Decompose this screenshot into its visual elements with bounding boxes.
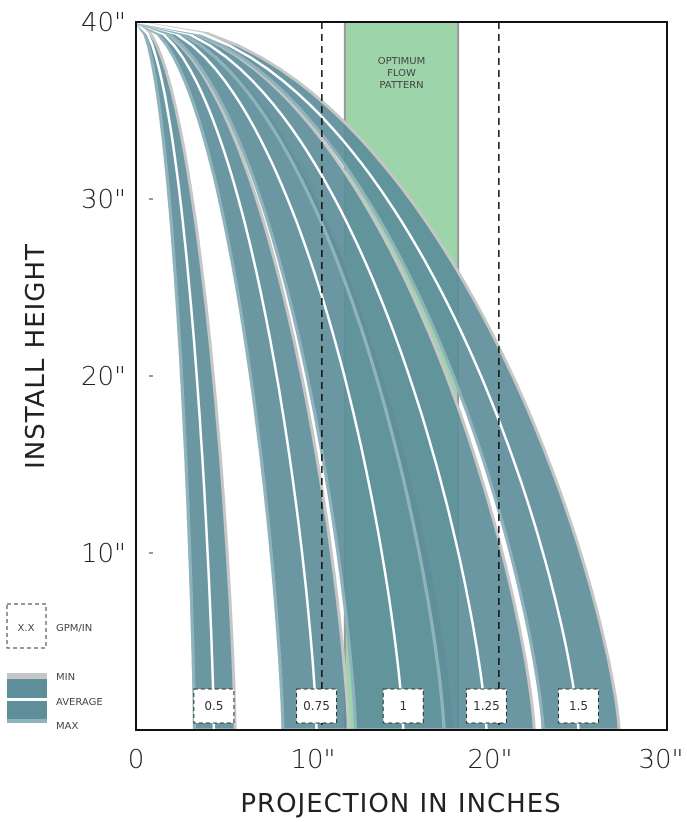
series-1.5 bbox=[136, 22, 621, 730]
y-tick-label: 30" bbox=[81, 185, 126, 215]
min-curve-1 bbox=[136, 22, 357, 730]
y-axis-title: INSTALL HEIGHT bbox=[21, 243, 51, 469]
min-curve-1.25 bbox=[136, 22, 446, 730]
optimum-band-label: FLOW bbox=[387, 68, 416, 79]
average-curve-1 bbox=[136, 22, 405, 730]
plot-frame bbox=[135, 21, 668, 731]
series-0.75 bbox=[136, 22, 350, 730]
legend-max-swatch bbox=[7, 719, 47, 723]
y-tick-label: 40" bbox=[81, 8, 126, 38]
series-label-0.5: 0.5 bbox=[204, 699, 223, 713]
y-tick-label: 10" bbox=[81, 539, 126, 569]
min-curve-1.5 bbox=[136, 22, 545, 730]
legend-item-min: MIN bbox=[56, 672, 75, 683]
series-0.5 bbox=[136, 22, 237, 730]
legend-box-text: X.X bbox=[18, 623, 35, 634]
series-label-box bbox=[193, 688, 235, 724]
axes: 0 10" 20" 30" 10" 20" 30" 40" bbox=[81, 8, 684, 775]
min-curve-0.75 bbox=[136, 22, 285, 730]
reference-lines bbox=[321, 22, 500, 730]
legend-item-max: MAX bbox=[56, 721, 78, 732]
y-tick-label: 20" bbox=[81, 362, 126, 392]
series-label-1: 1 bbox=[399, 699, 407, 713]
series-label-1.25: 1.25 bbox=[473, 699, 500, 713]
average-curve-1.25 bbox=[136, 22, 488, 730]
legend-sample-box bbox=[6, 603, 47, 649]
min-curve-0.5 bbox=[136, 22, 196, 730]
legend: X.X GPM/IN MIN AVERAGE MAX bbox=[6, 603, 103, 732]
x-tick-label: 20" bbox=[467, 745, 512, 775]
legend-box-caption: GPM/IN bbox=[56, 623, 92, 634]
series-labels: 0.5 0.75 1 1.25 1.5 bbox=[193, 688, 599, 724]
x-tick-label: 10" bbox=[290, 745, 335, 775]
legend-item-average: AVERAGE bbox=[56, 697, 103, 708]
average-curve-0.5 bbox=[136, 22, 216, 730]
legend-min-swatch bbox=[7, 673, 47, 679]
x-tick-label: 30" bbox=[638, 745, 683, 775]
series-label-box bbox=[558, 688, 599, 724]
optimum-band-label: PATTERN bbox=[379, 80, 423, 91]
series-label-box bbox=[465, 688, 507, 724]
average-curve-0.75 bbox=[136, 22, 318, 730]
average-curve-1.5 bbox=[136, 22, 580, 730]
optimum-band-label: OPTIMUM bbox=[378, 56, 426, 67]
series-label-box bbox=[382, 688, 424, 724]
x-tick-label: 0 bbox=[128, 745, 145, 775]
flow-curves bbox=[136, 22, 621, 730]
legend-average-swatch bbox=[7, 698, 47, 701]
x-axis-title: PROJECTION IN INCHES bbox=[240, 789, 561, 819]
series-label-1.5: 1.5 bbox=[569, 699, 588, 713]
series-1.25 bbox=[136, 22, 536, 730]
series-label-box bbox=[296, 688, 338, 724]
series-label-0.75: 0.75 bbox=[303, 699, 330, 713]
